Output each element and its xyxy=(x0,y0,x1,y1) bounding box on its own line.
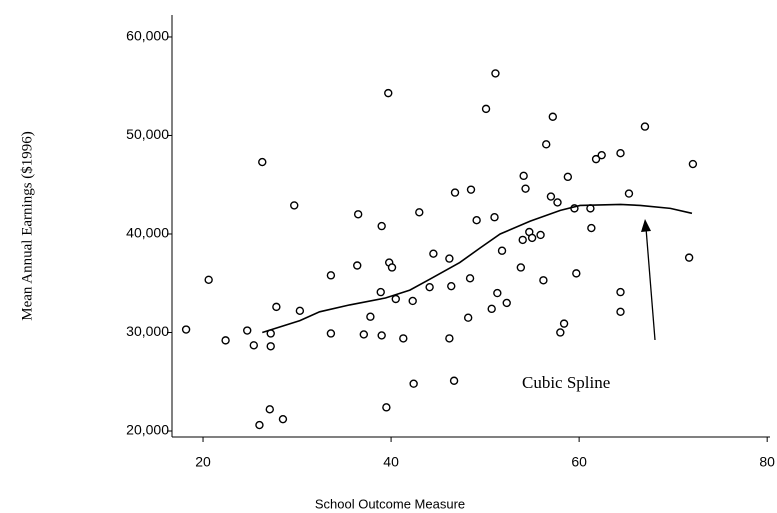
point xyxy=(502,298,511,308)
point xyxy=(384,88,393,98)
point xyxy=(409,379,418,388)
point xyxy=(688,159,698,169)
point xyxy=(472,215,481,225)
point xyxy=(616,149,625,158)
point xyxy=(493,288,502,298)
point xyxy=(278,414,288,424)
annotation: Cubic Spline xyxy=(522,373,610,392)
point xyxy=(445,254,454,263)
point xyxy=(377,221,386,231)
point xyxy=(366,312,375,321)
point xyxy=(539,276,548,285)
point xyxy=(466,185,476,194)
point xyxy=(559,319,569,328)
point xyxy=(556,328,565,337)
point xyxy=(518,235,527,245)
point xyxy=(258,157,267,167)
point xyxy=(519,171,528,181)
point xyxy=(425,282,434,292)
point xyxy=(487,304,496,314)
point xyxy=(204,275,213,284)
x-tick-label: 80 xyxy=(759,454,775,470)
point xyxy=(181,325,191,334)
point xyxy=(449,376,459,385)
point xyxy=(516,263,526,272)
point xyxy=(616,287,625,297)
point xyxy=(490,213,499,222)
y-tick-label: 50,000 xyxy=(126,126,169,142)
point xyxy=(536,230,545,240)
point xyxy=(415,208,424,217)
point xyxy=(382,403,391,412)
point xyxy=(521,184,530,193)
point xyxy=(353,261,362,270)
point xyxy=(429,249,438,258)
point xyxy=(463,313,473,322)
point xyxy=(399,334,408,343)
y-tick-label: 40,000 xyxy=(126,225,169,241)
point xyxy=(481,104,491,114)
point xyxy=(326,271,336,280)
point xyxy=(445,334,454,343)
point xyxy=(491,69,500,78)
point xyxy=(616,307,625,316)
y-tick-label: 60,000 xyxy=(126,28,169,44)
point xyxy=(640,122,650,131)
annotation-arrow xyxy=(645,227,656,341)
point xyxy=(624,189,634,198)
point xyxy=(290,201,299,210)
point xyxy=(266,342,275,351)
point xyxy=(221,336,230,345)
point xyxy=(295,306,305,316)
point xyxy=(563,172,573,182)
y-tick-label: 20,000 xyxy=(126,422,169,438)
point xyxy=(546,192,556,201)
x-tick-label: 40 xyxy=(383,454,399,470)
point xyxy=(553,198,562,207)
point xyxy=(249,341,259,350)
point xyxy=(326,329,336,338)
point xyxy=(376,287,385,297)
point xyxy=(572,269,581,278)
point xyxy=(447,281,456,291)
point xyxy=(377,331,386,340)
point xyxy=(527,233,537,243)
arrow-head xyxy=(641,219,651,232)
point xyxy=(243,326,252,335)
y-axis-label: Mean Annual Earnings ($1996) xyxy=(19,131,35,321)
point xyxy=(265,405,274,414)
point xyxy=(353,210,363,219)
point xyxy=(591,154,601,164)
point xyxy=(548,112,558,121)
x-tick-label: 60 xyxy=(571,454,587,470)
point xyxy=(587,223,596,233)
point xyxy=(255,420,264,430)
y-tick-label: 30,000 xyxy=(126,323,169,339)
point xyxy=(450,188,460,197)
point xyxy=(387,263,397,272)
x-tick-label: 20 xyxy=(195,454,211,470)
point xyxy=(408,296,417,306)
point xyxy=(359,330,369,339)
x-axis-label: School Outcome Measure xyxy=(315,496,465,511)
point xyxy=(272,302,281,312)
point xyxy=(597,150,606,160)
point xyxy=(684,253,694,262)
spline-line xyxy=(262,203,693,334)
point xyxy=(391,294,400,304)
point xyxy=(542,140,551,149)
point xyxy=(497,246,507,255)
point xyxy=(465,274,475,283)
